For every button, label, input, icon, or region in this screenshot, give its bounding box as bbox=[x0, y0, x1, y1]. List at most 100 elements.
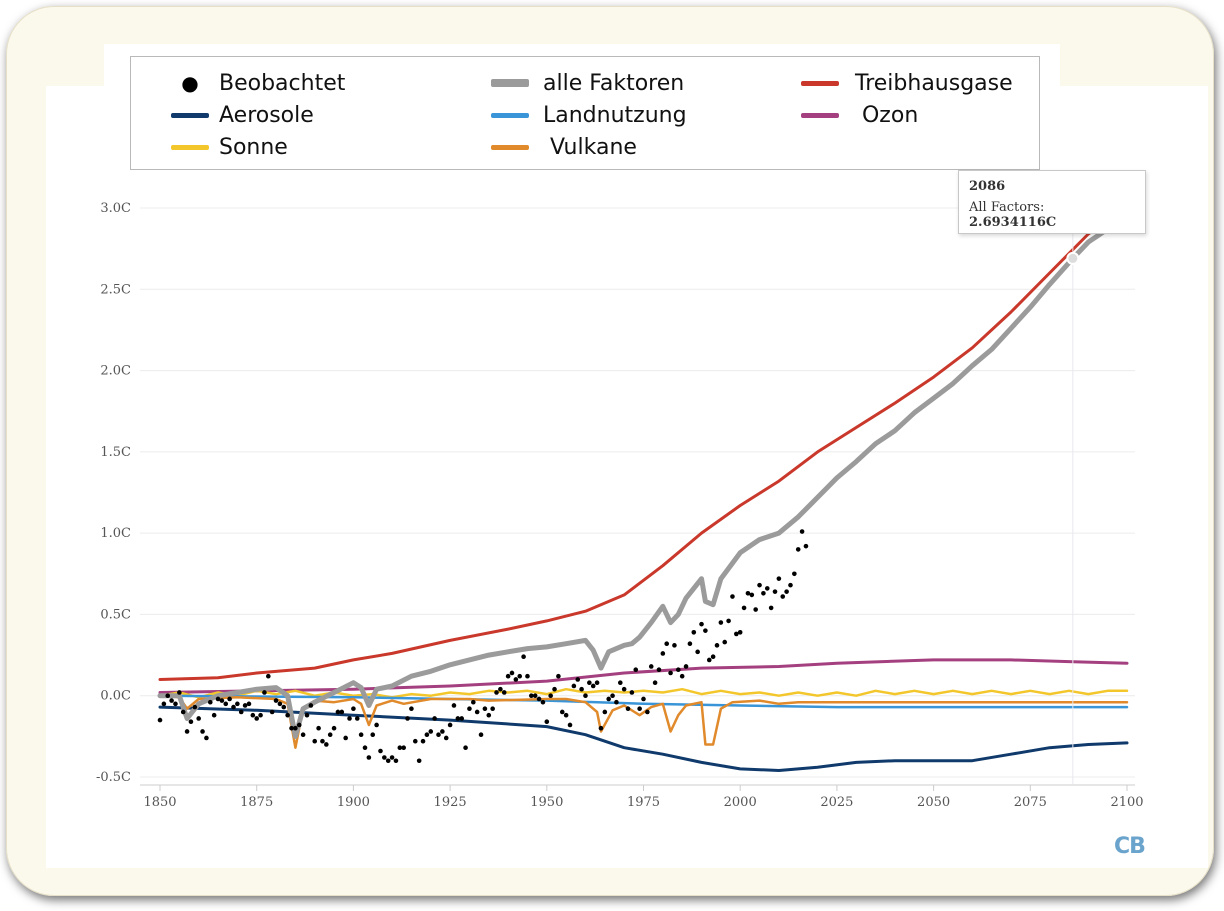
legend-label-ozone: Ozon bbox=[855, 102, 919, 128]
legend-item-aerosols[interactable]: Aerosole bbox=[171, 101, 314, 129]
observed-point bbox=[447, 722, 453, 728]
legend-item-ghg[interactable]: Treibhausgase bbox=[801, 69, 1013, 97]
observed-point bbox=[471, 699, 476, 705]
observed-point bbox=[177, 690, 182, 695]
observed-point bbox=[792, 571, 797, 577]
legend-label-volcanic: Vulkane bbox=[543, 134, 637, 160]
legend-label-observed: Beobachtet bbox=[219, 70, 346, 96]
observed-point bbox=[741, 605, 747, 611]
observed-point bbox=[679, 673, 685, 679]
observed-point bbox=[672, 643, 677, 648]
observed-point bbox=[335, 709, 341, 715]
legend-swatch-volcanic bbox=[491, 144, 529, 150]
observed-point bbox=[416, 758, 422, 764]
observed-point bbox=[478, 732, 484, 738]
observed-point bbox=[304, 712, 310, 718]
y-tick-label: 1.0C bbox=[100, 526, 131, 541]
observed-point bbox=[316, 725, 321, 731]
observed-point bbox=[513, 677, 519, 682]
observed-point bbox=[645, 709, 650, 715]
observed-point bbox=[556, 673, 561, 679]
observed-point bbox=[188, 719, 194, 725]
observed-point bbox=[467, 706, 472, 712]
observed-point bbox=[749, 592, 755, 598]
observed-points bbox=[157, 529, 809, 764]
observed-point bbox=[370, 732, 376, 738]
legend-item-volcanic[interactable]: Vulkane bbox=[491, 133, 637, 161]
observed-point bbox=[641, 696, 646, 702]
observed-point bbox=[366, 755, 372, 760]
observed-point bbox=[463, 745, 468, 751]
hover-marker bbox=[1066, 178, 1080, 785]
observed-point bbox=[420, 738, 426, 744]
observed-point bbox=[753, 607, 758, 612]
observed-point bbox=[300, 732, 306, 738]
observed-point bbox=[393, 758, 399, 764]
legend-item-observed[interactable]: ● Beobachtet bbox=[171, 69, 345, 97]
observed-point bbox=[687, 641, 693, 646]
observed-point bbox=[598, 725, 604, 731]
observed-point bbox=[354, 716, 360, 721]
observed-point bbox=[486, 712, 492, 718]
observed-point bbox=[567, 722, 573, 728]
series-line-aerosole bbox=[158, 705, 1129, 772]
carbonbrief-logo: CB bbox=[1114, 834, 1146, 859]
series-line-sonne bbox=[158, 687, 1129, 699]
x-tick-label: 1925 bbox=[434, 795, 467, 810]
observed-point bbox=[254, 716, 259, 721]
legend-item-ozone[interactable]: Ozon bbox=[801, 101, 918, 129]
observed-point bbox=[722, 639, 728, 645]
observed-point bbox=[788, 582, 793, 588]
observed-point bbox=[544, 719, 550, 725]
observed-point bbox=[397, 745, 403, 751]
observed-point bbox=[521, 654, 526, 659]
observed-point bbox=[652, 680, 658, 686]
series-line-treibhausgase bbox=[158, 206, 1129, 681]
observed-point bbox=[637, 706, 642, 712]
observed-point bbox=[509, 670, 515, 676]
x-tick-label: 2100 bbox=[1110, 795, 1143, 810]
observed-point bbox=[683, 664, 689, 669]
observed-point bbox=[327, 732, 333, 738]
observed-point bbox=[382, 755, 387, 760]
observed-point bbox=[289, 725, 294, 731]
observed-point bbox=[281, 704, 287, 710]
observed-point bbox=[258, 712, 263, 718]
legend: ● Beobachtet alle Faktoren Treibhausgase… bbox=[130, 56, 1040, 170]
observed-point bbox=[768, 605, 774, 611]
observed-point bbox=[529, 693, 534, 699]
legend-swatch-all-factors bbox=[491, 79, 529, 87]
observed-point bbox=[459, 716, 465, 721]
observed-point bbox=[277, 701, 283, 707]
observed-point bbox=[776, 576, 782, 581]
observed-point bbox=[676, 667, 681, 673]
observed-point bbox=[691, 630, 697, 635]
observed-point bbox=[219, 698, 225, 703]
observed-point bbox=[664, 641, 670, 646]
observed-point bbox=[695, 649, 700, 655]
observed-point bbox=[648, 664, 654, 669]
observed-point bbox=[730, 594, 735, 599]
legend-item-landuse[interactable]: Landnutzung bbox=[491, 101, 687, 129]
legend-swatch-landuse bbox=[491, 112, 529, 118]
observed-point bbox=[169, 698, 174, 703]
observed-point bbox=[451, 703, 457, 708]
legend-item-solar[interactable]: Sonne bbox=[171, 133, 288, 161]
observed-point bbox=[494, 690, 499, 695]
observed-point bbox=[436, 732, 441, 738]
observed-point bbox=[320, 738, 325, 744]
legend-label-all-factors: alle Faktoren bbox=[543, 70, 685, 96]
legend-marker-observed: ● bbox=[181, 71, 199, 95]
observed-point bbox=[656, 667, 662, 673]
observed-point bbox=[587, 680, 592, 686]
observed-point bbox=[207, 699, 213, 705]
observed-point bbox=[285, 712, 290, 718]
observed-point bbox=[532, 693, 538, 699]
observed-point bbox=[455, 716, 461, 721]
observed-point bbox=[405, 716, 410, 721]
observed-point bbox=[246, 701, 252, 707]
legend-item-all-factors[interactable]: alle Faktoren bbox=[491, 69, 684, 97]
observed-point bbox=[606, 696, 611, 702]
observed-point bbox=[362, 745, 368, 751]
